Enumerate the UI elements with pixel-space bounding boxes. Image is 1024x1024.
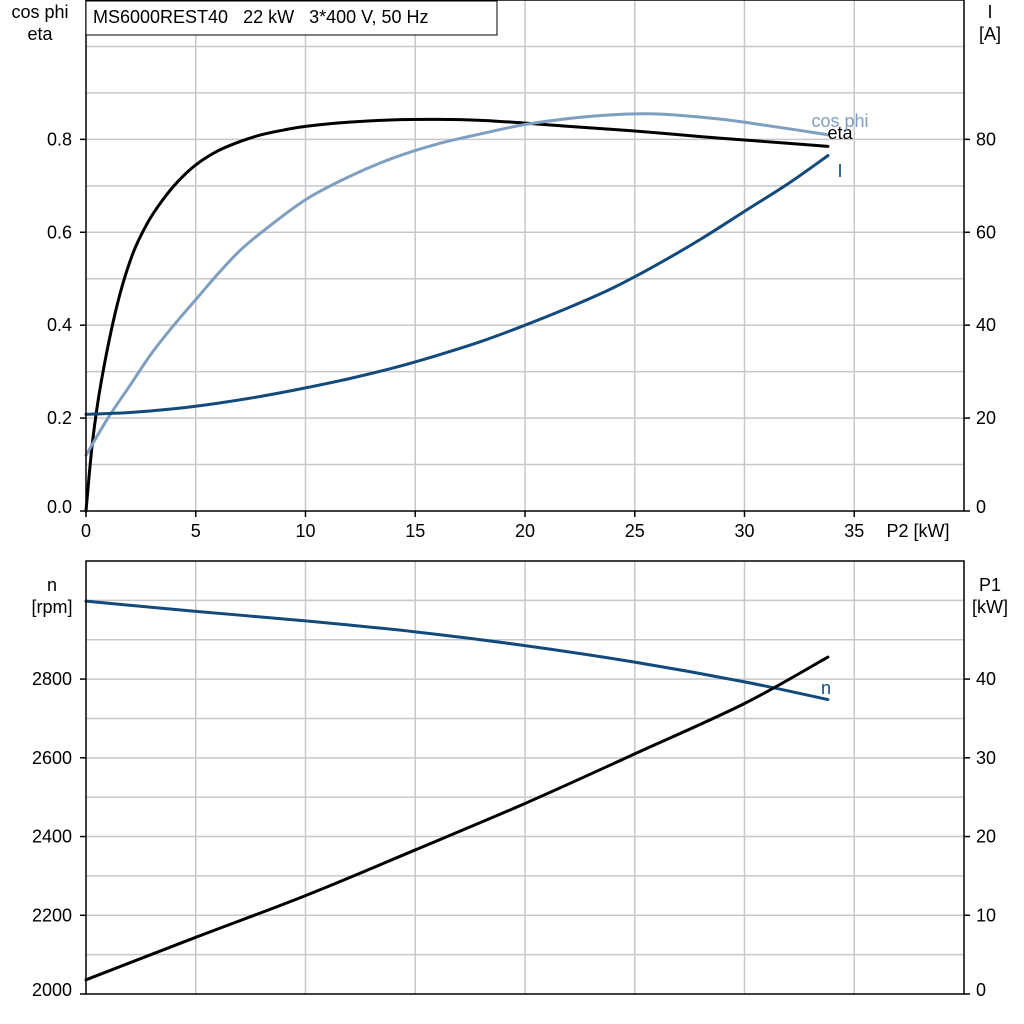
x-tick-label: 10 [295,521,315,541]
y-right-axis-title: P1 [979,575,1001,595]
x-tick-label: 35 [844,521,864,541]
y-right-tick-label: 80 [976,129,996,149]
y-right-tick-label: 20 [976,827,996,847]
y-left-tick-label: 0.6 [47,222,72,242]
x-tick-label: 25 [625,521,645,541]
frame-layer [80,0,970,995]
y-right-axis-title: [A] [979,24,1001,44]
curves-layer [84,112,830,982]
y-left-axis-title: cos phi [11,2,68,22]
y-left-tick-label: 2800 [32,669,72,689]
curve-n [84,599,830,702]
y-left-tick-label: 0.4 [47,315,72,335]
series-label-cos-phi: cos phi [811,111,868,131]
series-label-eta: eta [827,123,853,143]
curve-cos-phi [84,112,830,457]
series-label-n: n [821,678,831,698]
x-tick-label: 20 [515,521,535,541]
x-tick-label: 0 [81,521,91,541]
y-right-tick-label: 40 [976,315,996,335]
y-left-tick-label: 2000 [32,980,72,1000]
y-left-tick-label: 2200 [32,905,72,925]
x-tick-label: 5 [191,521,201,541]
x-tick-label: 15 [405,521,425,541]
grid-layer [86,0,964,994]
y-right-tick-label: 0 [976,980,986,1000]
y-right-tick-label: 30 [976,748,996,768]
y-left-tick-label: 2400 [32,827,72,847]
y-right-axis-title: [kW] [972,597,1008,617]
series-label-i: I [837,161,842,181]
y-right-tick-label: 20 [976,408,996,428]
y-left-tick-label: 0.8 [47,129,72,149]
y-right-tick-label: 60 [976,222,996,242]
y-right-tick-label: 0 [976,497,986,517]
y-right-tick-label: 10 [976,905,996,925]
legend-box [85,0,498,36]
y-right-axis-title: I [987,2,992,22]
y-left-tick-label: 0.2 [47,408,72,428]
curve-eta [84,117,830,513]
curve-i [84,154,830,416]
plot-frame [85,560,965,995]
y-left-axis-title: [rpm] [31,597,72,617]
x-tick-label: 30 [734,521,754,541]
x-axis-title: P2 [kW] [886,521,949,541]
text-layer: 0.0 0.2 0.4 0.6 0.8 0 20 40 60 80 0 5 10 15 20 25 30 35 P2… [11,2,1008,1000]
y-left-tick-label: 0.0 [47,497,72,517]
legend-text: MS6000REST40 22 kW 3*400 V, 50 Hz [93,7,429,27]
y-right-tick-label: 40 [976,669,996,689]
curve-p1 [84,655,830,982]
y-left-tick-label: 2600 [32,748,72,768]
y-left-axis-title: eta [27,24,53,44]
y-left-axis-title: n [47,575,57,595]
